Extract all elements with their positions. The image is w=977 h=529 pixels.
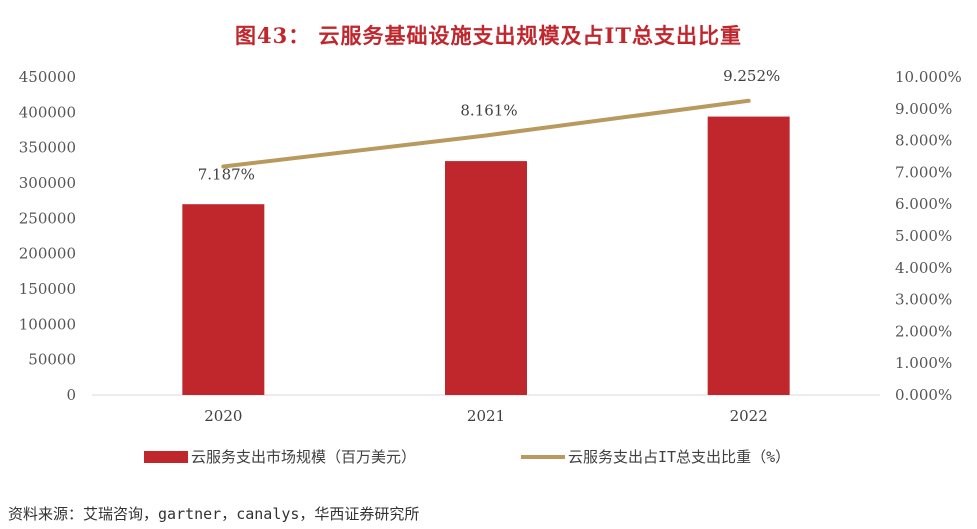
line-series-ratio bbox=[221, 98, 751, 169]
y-right-tick-label: 5.000% bbox=[895, 227, 952, 245]
y-left-tick-label: 200000 bbox=[19, 245, 76, 263]
x-tick-label: 2020 bbox=[204, 407, 242, 425]
y-right-tick-label: 0.000% bbox=[895, 386, 952, 404]
line-data-label: 9.252% bbox=[723, 67, 780, 85]
line-data-label: 7.187% bbox=[198, 165, 255, 183]
y-right-tick-label: 3.000% bbox=[895, 291, 952, 309]
y-left-tick-label: 350000 bbox=[19, 139, 76, 157]
line-data-label: 8.161% bbox=[460, 101, 517, 119]
y-left-tick-label: 300000 bbox=[19, 174, 76, 192]
y-left-tick-label: 150000 bbox=[19, 280, 76, 298]
y-right-tick-label: 4.000% bbox=[895, 259, 952, 277]
bar-2022 bbox=[707, 116, 790, 395]
y-left-tick-label: 50000 bbox=[28, 351, 76, 369]
bar-2021 bbox=[445, 161, 527, 395]
bar-2020 bbox=[182, 204, 265, 395]
y-left-tick-label: 400000 bbox=[19, 103, 76, 121]
y-right-tick-label: 1.000% bbox=[895, 354, 952, 372]
y-left-tick-label: 100000 bbox=[19, 315, 76, 333]
y-right-tick-label: 6.000% bbox=[895, 195, 952, 213]
x-tick-label: 2022 bbox=[730, 407, 768, 425]
x-tick-label: 2021 bbox=[467, 407, 505, 425]
y-right-tick-label: 2.000% bbox=[895, 322, 952, 340]
y-right-tick-label: 9.000% bbox=[895, 100, 952, 118]
legend-swatch-bar bbox=[144, 451, 188, 463]
y-left-tick-label: 0 bbox=[66, 386, 76, 404]
y-right-tick-label: 7.000% bbox=[895, 163, 952, 181]
chart-title: 图43： 云服务基础设施支出规模及占IT总支出比重 bbox=[235, 23, 742, 48]
y-right-tick-label: 10.000% bbox=[895, 68, 962, 86]
y-left-tick-label: 250000 bbox=[19, 209, 76, 227]
legend-label-bar: 云服务支出市场规模（百万美元） bbox=[191, 448, 416, 466]
source-note: 资料来源：艾瑞咨询，gartner，canalys，华西证券研究所 bbox=[8, 505, 420, 523]
legend-label-line: 云服务支出占IT总支出比重（%） bbox=[568, 448, 790, 466]
y-right-tick-label: 8.000% bbox=[895, 132, 952, 150]
y-left-tick-label: 450000 bbox=[19, 68, 76, 86]
